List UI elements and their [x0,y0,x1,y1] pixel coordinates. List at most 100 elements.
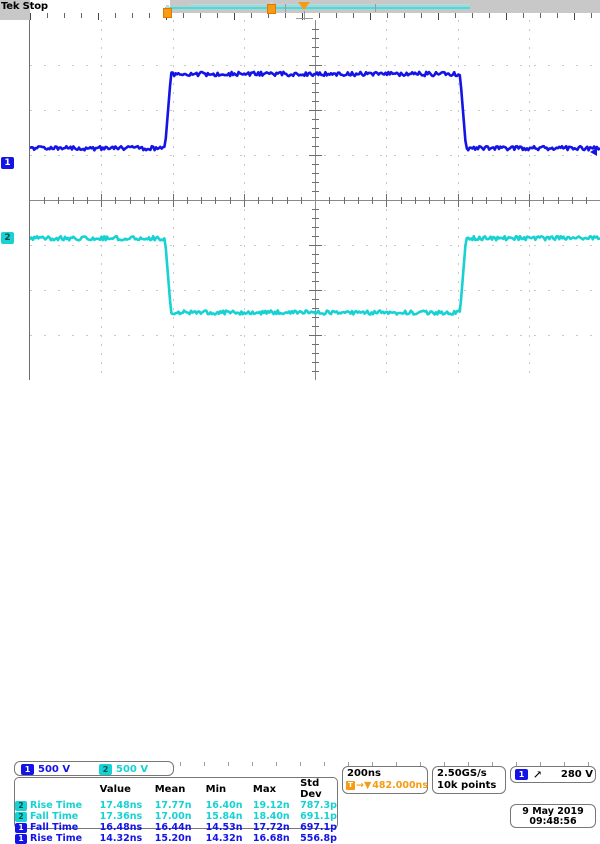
waveform-canvas [30,70,600,316]
axis-tick [201,197,202,204]
graticule[interactable] [30,20,600,380]
axis-tick [312,182,319,183]
axis-tick [272,197,273,204]
ruler-tick [455,13,456,18]
ruler-tick [149,13,150,18]
top-status-bar: Tek Stop [0,0,600,22]
column-header-value: Value [99,783,131,795]
channel-2-readout[interactable]: 2 500 V [99,763,148,775]
axis-tick [312,218,319,219]
ruler-tick [404,13,405,18]
time-label: 09:48:56 [529,816,577,827]
ruler-tick [300,762,301,766]
measurement-stddev: 691.1p [300,811,337,822]
ruler-tick [370,13,371,20]
ruler-tick [591,13,592,18]
axis-tick [312,227,319,228]
ruler-tick [81,13,82,18]
channel-1-readout[interactable]: 1 500 V [21,763,70,775]
axis-tick [472,197,473,204]
axis-tick [415,197,416,204]
ruler-tick [319,13,320,18]
axis-tick [215,197,216,204]
ruler-tick [387,13,388,18]
acquisition-panel[interactable]: 2.50GS/s 10k points [432,766,506,794]
ruler-tick [438,13,439,20]
timebase-scale: 200ns [347,768,381,779]
axis-tick-major [309,65,322,66]
measurement-min: 14.53n [205,822,243,833]
waveform-layer[interactable] [30,20,600,380]
ruler-tick [489,13,490,18]
datetime-panel: 9 May 2019 09:48:56 [510,804,596,828]
axis-tick [344,197,345,204]
ruler-tick [217,13,218,18]
column-header-stddev: Std Dev [300,778,322,800]
table-row[interactable]: 1 Fall Time 16.48ns 16.44n 14.53n 17.72n… [15,822,337,833]
trigger-position-marker-zoom[interactable] [267,1,276,14]
measurement-stddev: 697.1p [300,822,337,833]
table-row[interactable]: 2 Rise Time 17.48ns 17.77n 16.40n 19.12n… [15,800,337,811]
trigger-position-marker-main[interactable] [163,5,172,18]
measurement-max: 16.68n [252,833,290,844]
measurement-header-row: Value Mean Min Max Std Dev [15,778,337,800]
delay-arrow-icon: →▼ [356,780,372,791]
expansion-point-marker[interactable] [298,2,310,10]
axis-tick [312,56,319,57]
ruler-tick [132,13,133,18]
ruler-tick [115,13,116,18]
trigger-level-arrow[interactable] [590,148,597,156]
ruler-tick [472,13,473,18]
trigger-readout: 1 ↗ 280 V [515,768,593,781]
ruler-tick [302,13,303,20]
measurement-min: 16.40n [205,800,243,811]
measurement-panel[interactable]: Value Mean Min Max Std Dev 2 Rise Time 1… [14,777,338,844]
table-row[interactable]: 2 Fall Time 17.36ns 17.00n 15.84n 18.40n… [15,811,337,822]
timebase-panel[interactable]: 200ns T →▼ 482.000ns [342,766,428,794]
axis-tick-major [309,290,322,291]
ruler-tick [204,762,205,766]
axis-tick [312,209,319,210]
axis-tick-major [309,335,322,336]
table-row[interactable]: 1 Rise Time 14.32ns 15.20n 14.32n 16.68n… [15,833,337,844]
axis-tick [312,191,319,192]
axis-tick [429,197,430,204]
status-block-left [0,0,30,20]
marker-body [267,4,276,14]
marker-body [163,8,172,18]
axis-tick [312,254,319,255]
axis-tick [401,197,402,204]
row-channel-badge: 2 [15,800,27,811]
axis-tick [572,197,573,204]
axis-tick [187,197,188,204]
ruler-tick [540,13,541,18]
axis-tick [130,197,131,204]
axis-tick [312,353,319,354]
axis-tick [312,362,319,363]
axis-tick-major [386,194,387,207]
channel-2-scale: 500 V [116,763,149,775]
ruler-tick [506,13,507,20]
zoom-region-bar[interactable] [165,7,470,9]
measurement-mean: 16.44n [154,822,192,833]
measurement-max: 17.72n [252,822,290,833]
column-header-mean: Mean [154,783,186,795]
measurement-value: 17.48ns [99,800,143,811]
axis-tick [144,197,145,204]
measurement-value: 17.36ns [99,811,143,822]
channel-1-reference-marker[interactable]: 1 [1,157,14,169]
ruler-tick [183,13,184,18]
row-channel-badge: 2 [15,811,27,822]
channel-2-reference-marker[interactable]: 2 [1,232,14,244]
acquisition-status[interactable]: Tek Stop [1,1,48,12]
trigger-panel[interactable]: 1 ↗ 280 V [510,766,596,783]
axis-tick [312,371,319,372]
expansion-crosshair-horizontal [296,18,313,19]
axis-tick [158,197,159,204]
ruler-tick [421,13,422,18]
measurement-stddev: 556.8p [300,833,337,844]
axis-tick [312,29,319,30]
measurement-name: Fall Time [30,811,79,822]
axis-tick-major [309,155,322,156]
axis-tick [301,197,302,204]
